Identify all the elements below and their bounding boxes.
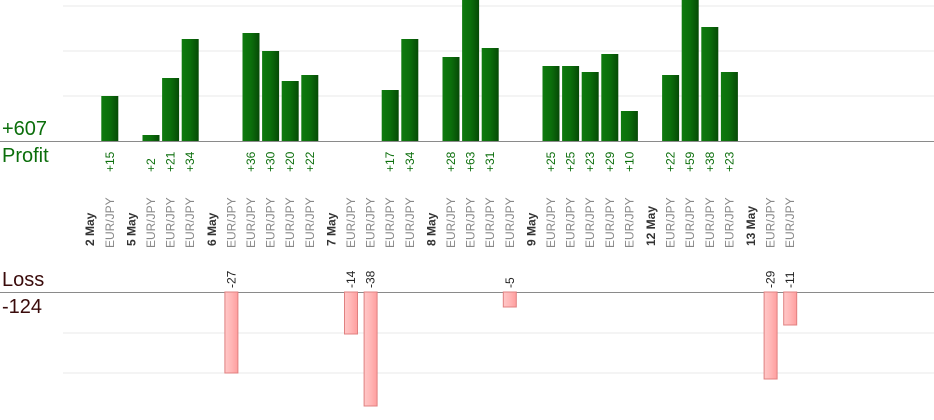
pair-label: EUR/JPY [144,197,158,248]
pair-label: EUR/JPY [703,197,717,248]
pair-label: EUR/JPY [183,197,197,248]
profit-bar [101,96,119,141]
loss-bar [224,291,239,374]
profit-bar [442,57,460,141]
profit-total: +607 [2,118,48,140]
loss-bar [763,291,778,380]
pair-label: EUR/JPY [164,197,178,248]
profit-value-label: +10 [622,151,636,172]
pair-label: EUR/JPY [464,197,478,248]
loss-value-label: -38 [364,270,378,288]
profit-value-label: +63 [464,151,478,172]
pair-label: EUR/JPY [364,197,378,248]
pair-label: EUR/JPY [483,197,497,248]
loss-value-label: -11 [783,271,797,288]
date-label: 5 May [124,212,138,246]
date-label: 7 May [324,212,338,246]
profit-bar [262,51,280,141]
profit-bar [481,48,499,141]
profit-value-label: +31 [483,151,497,172]
profit-bar [681,0,699,141]
profit-value-label: +15 [103,151,117,172]
profit-bar [381,90,399,141]
pair-label: EUR/JPY [103,197,117,248]
profit-value-label: +22 [303,151,317,172]
date-label: 13 May [744,206,758,246]
loss-value-label: -5 [503,277,517,288]
profit-value-label: +23 [722,151,736,172]
pair-label: EUR/JPY [683,197,697,248]
pair-label: EUR/JPY [722,197,736,248]
loss-value-label: -14 [344,270,358,288]
date-label: 6 May [205,212,219,246]
profit-bar [281,81,299,141]
profit-value-label: +36 [244,151,258,172]
profit-bar [601,54,619,141]
date-label: 2 May [83,212,97,246]
pair-label: EUR/JPY [583,197,597,248]
profit-value-label: +34 [403,151,417,172]
pair-label: EUR/JPY [764,197,778,248]
pair-label: EUR/JPY [383,197,397,248]
profit-value-label: +29 [603,151,617,172]
profit-bar [301,75,319,141]
loss-bar [363,291,378,407]
pair-label: EUR/JPY [664,197,678,248]
pair-label: EUR/JPY [564,197,578,248]
profit-bar [462,0,480,141]
loss-bar [783,291,798,326]
pair-label: EUR/JPY [622,197,636,248]
profit-value-label: +38 [703,151,717,172]
date-label: 9 May [524,212,538,246]
profit-value-label: +28 [444,151,458,172]
profit-value-label: +22 [664,151,678,172]
profit-value-label: +25 [544,151,558,172]
profit-value-label: +23 [583,151,597,172]
profit-value-label: +59 [683,151,697,172]
profit-bar [142,135,160,141]
profit-bar [562,66,580,141]
profit-value-label: +25 [564,151,578,172]
date-label: 12 May [644,206,658,246]
pair-label: EUR/JPY [283,197,297,248]
loss-bar [344,291,358,335]
pair-label: EUR/JPY [544,197,558,248]
profit-value-label: +30 [264,151,278,172]
loss-total: -124 [2,296,43,318]
profit-bar [662,75,680,141]
profit-label: Profit [2,145,49,167]
profit-bar [720,72,738,141]
pair-label: EUR/JPY [783,197,797,248]
pair-label: EUR/JPY [444,197,458,248]
pair-label: EUR/JPY [264,197,278,248]
profit-value-label: +34 [183,151,197,172]
pair-label: EUR/JPY [603,197,617,248]
profit-bar [542,66,560,141]
pair-label: EUR/JPY [344,197,358,248]
profit-bar [701,27,719,141]
loss-value-label: -27 [224,270,238,288]
date-label: 8 May [424,212,438,246]
pair-label: EUR/JPY [303,197,317,248]
loss-label: Loss [2,269,45,291]
profit-value-label: +20 [283,151,297,172]
profit-bar [581,72,599,141]
profit-value-label: +21 [164,151,178,172]
pair-label: EUR/JPY [244,197,258,248]
profit-value-label: +17 [383,151,397,172]
profit-bar [162,78,180,141]
loss-bar [502,291,517,308]
profit-bar [181,39,199,141]
profit-bar [620,111,638,141]
loss-value-label: -29 [764,270,778,288]
pair-label: EUR/JPY [224,197,238,248]
pair-label: EUR/JPY [403,197,417,248]
profit-bar [401,39,419,141]
profit-value-label: +2 [144,158,158,172]
pair-label: EUR/JPY [503,197,517,248]
profit-bar [242,33,260,141]
